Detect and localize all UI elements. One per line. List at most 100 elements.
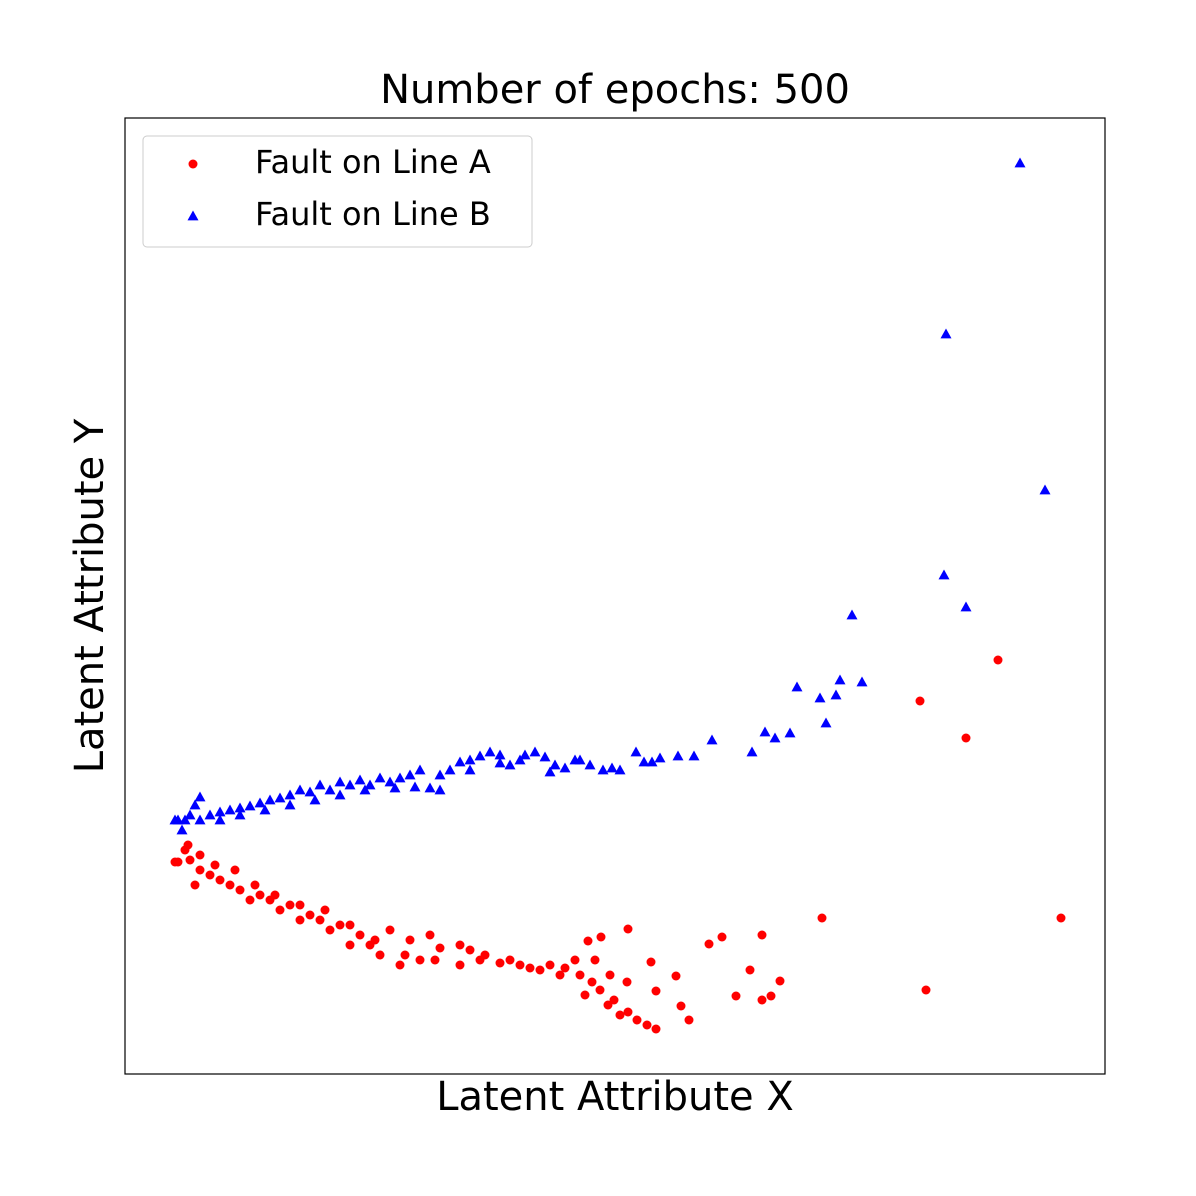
data-point bbox=[414, 764, 426, 775]
data-point bbox=[170, 857, 180, 867]
data-point bbox=[595, 985, 605, 995]
data-point bbox=[1039, 484, 1051, 495]
data-point bbox=[960, 601, 972, 612]
legend-box bbox=[142, 135, 533, 248]
data-point bbox=[474, 750, 486, 761]
data-point bbox=[400, 950, 410, 960]
data-point bbox=[374, 772, 386, 783]
data-point bbox=[259, 804, 271, 815]
data-point bbox=[434, 769, 446, 780]
data-point bbox=[757, 930, 767, 940]
data-point bbox=[757, 995, 767, 1005]
data-point bbox=[940, 328, 952, 339]
data-point bbox=[294, 784, 306, 795]
data-point bbox=[315, 915, 325, 925]
data-point bbox=[820, 717, 832, 728]
legend-marker bbox=[187, 210, 199, 221]
data-point bbox=[609, 995, 619, 1005]
data-point bbox=[375, 950, 385, 960]
data-point bbox=[817, 913, 827, 923]
data-point bbox=[183, 840, 193, 850]
data-point bbox=[250, 880, 260, 890]
data-point bbox=[597, 764, 609, 775]
data-point bbox=[856, 676, 868, 687]
data-point bbox=[305, 910, 315, 920]
data-point bbox=[769, 732, 781, 743]
data-point bbox=[334, 789, 346, 800]
data-point bbox=[404, 769, 416, 780]
data-point bbox=[454, 756, 466, 767]
data-point bbox=[464, 764, 476, 775]
data-point bbox=[434, 784, 446, 795]
data-point bbox=[285, 900, 295, 910]
data-point bbox=[195, 850, 205, 860]
data-point bbox=[344, 779, 356, 790]
data-point bbox=[179, 814, 191, 825]
data-point bbox=[234, 809, 246, 820]
data-point bbox=[230, 865, 240, 875]
data-point bbox=[646, 756, 658, 767]
data-point bbox=[320, 905, 330, 915]
data-point bbox=[784, 727, 796, 738]
data-point bbox=[274, 792, 286, 803]
x-axis-label: Latent Attribute X bbox=[436, 1074, 794, 1120]
data-point bbox=[335, 920, 345, 930]
data-point bbox=[651, 1024, 661, 1034]
data-point bbox=[480, 950, 490, 960]
data-point bbox=[654, 752, 666, 763]
data-point bbox=[846, 609, 858, 620]
data-point bbox=[324, 784, 336, 795]
data-point bbox=[549, 759, 561, 770]
data-point bbox=[494, 749, 506, 760]
data-point bbox=[622, 977, 632, 987]
data-point bbox=[185, 855, 195, 865]
data-point bbox=[574, 754, 586, 765]
data-point bbox=[189, 799, 201, 810]
data-point bbox=[355, 930, 365, 940]
data-point bbox=[630, 746, 642, 757]
data-point bbox=[646, 957, 656, 967]
data-point bbox=[210, 860, 220, 870]
data-point bbox=[525, 963, 535, 973]
data-point bbox=[583, 936, 593, 946]
data-point bbox=[225, 880, 235, 890]
data-point bbox=[632, 1015, 642, 1025]
data-point bbox=[539, 751, 551, 762]
data-point bbox=[314, 779, 326, 790]
data-point bbox=[615, 1010, 625, 1020]
data-point bbox=[194, 791, 206, 802]
data-point bbox=[570, 955, 580, 965]
data-point bbox=[424, 782, 436, 793]
data-point bbox=[195, 865, 205, 875]
data-point bbox=[993, 655, 1003, 665]
data-point bbox=[672, 750, 684, 761]
data-point bbox=[921, 985, 931, 995]
chart-title: Number of epochs: 500 bbox=[380, 67, 850, 113]
data-point bbox=[545, 960, 555, 970]
data-point bbox=[651, 986, 661, 996]
data-point bbox=[190, 880, 200, 890]
data-point bbox=[1056, 913, 1066, 923]
data-point bbox=[614, 764, 626, 775]
data-point bbox=[204, 809, 216, 820]
data-point bbox=[494, 757, 506, 768]
data-point bbox=[384, 776, 396, 787]
data-point bbox=[244, 800, 256, 811]
data-point bbox=[766, 991, 776, 1001]
data-point bbox=[515, 960, 525, 970]
data-point bbox=[245, 895, 255, 905]
data-point bbox=[295, 900, 305, 910]
data-point bbox=[505, 955, 515, 965]
data-point bbox=[234, 802, 246, 813]
data-point bbox=[590, 955, 600, 965]
data-point bbox=[255, 890, 265, 900]
data-point bbox=[555, 970, 565, 980]
data-point bbox=[194, 814, 206, 825]
data-point bbox=[184, 809, 196, 820]
data-point bbox=[623, 924, 633, 934]
data-point bbox=[638, 756, 650, 767]
data-point bbox=[176, 824, 188, 835]
data-point bbox=[370, 935, 380, 945]
data-point bbox=[676, 1001, 686, 1011]
